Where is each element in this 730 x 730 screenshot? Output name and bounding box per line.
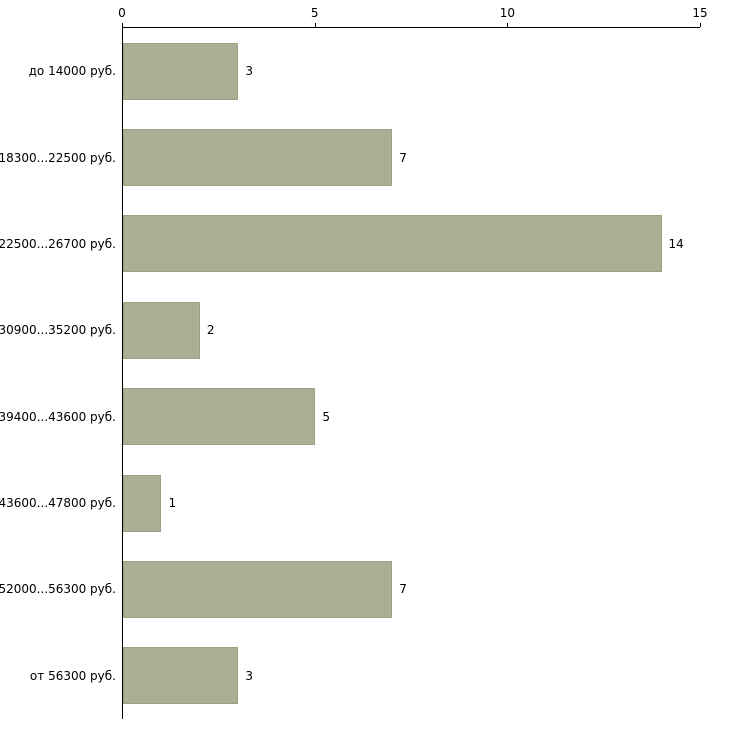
bar-row: 39400...43600 руб. 5 [0,374,700,460]
bar-row: 43600...47800 руб. 1 [0,460,700,546]
bar [123,42,239,100]
value-label: 2 [206,323,215,338]
value-label: 7 [399,150,407,165]
bar-rows: до 14000 руб. 3 18300...22500 руб. 7 22500..… [0,28,700,719]
x-tick-mark [507,23,509,27]
value-label: 1 [168,496,177,511]
category-label: 39400...43600 руб. [0,409,116,424]
bar [123,474,162,532]
bar-row: от 56300 руб. 3 [30,633,700,719]
x-tick-label: 0 [118,6,126,20]
x-tick-mark [122,23,123,27]
x-tick-mark [314,23,316,27]
value-label: 3 [245,64,254,79]
value-label: 14 [668,236,684,251]
category-label: от 56300 руб. [29,668,116,683]
category-label: 52000...56300 руб. [0,582,116,597]
bar-row: 18300...22500 руб. 7 [0,114,700,200]
x-tick-label: 15 [692,6,708,20]
bar-row: 30900...35200 руб. 2 [0,287,700,373]
bar-row: до 14000 руб. 3 [29,28,700,114]
bar [123,560,393,618]
x-tick-label: 10 [499,6,515,20]
bar-row: 52000...56300 руб. 7 [0,546,700,632]
category-label: 30900...35200 руб. [0,323,116,338]
category-label: до 14000 руб. [28,64,116,79]
plot-area: 0 5 10 15 до 14000 руб. 3 18300...22500 руб. 7… [0,6,708,719]
bar [123,388,316,446]
bar [123,129,393,187]
x-tick-mark [700,23,701,27]
category-label: 22500...26700 руб. [0,236,116,251]
value-label: 7 [399,582,407,597]
value-label: 3 [245,668,254,683]
category-label: 43600...47800 руб. [0,496,116,511]
bar-row: 22500...26700 руб. 14 [0,201,700,287]
x-tick-label: 5 [310,6,319,20]
y-axis-line [122,27,123,719]
bar [123,301,200,359]
bar [123,215,662,273]
bar [123,647,239,705]
x-axis-line [122,27,700,28]
value-label: 5 [322,409,330,424]
category-label: 18300...22500 руб. [0,150,116,165]
